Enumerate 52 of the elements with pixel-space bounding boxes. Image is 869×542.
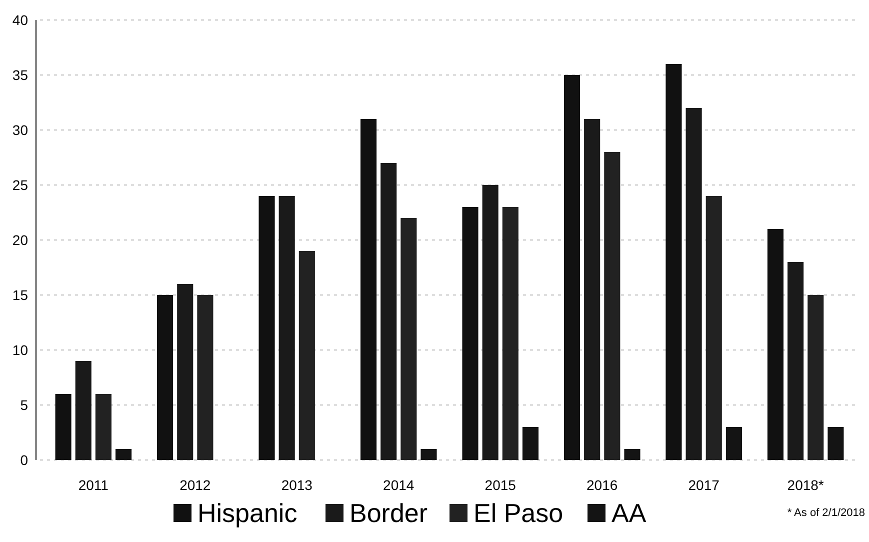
bar <box>522 427 539 460</box>
y-tick-label: 20 <box>12 232 28 248</box>
y-tick-label: 0 <box>20 452 28 468</box>
y-tick-label: 25 <box>12 176 28 193</box>
legend-label: Hispanic <box>198 498 298 528</box>
bar <box>482 185 498 460</box>
x-tick-label: 2011 <box>78 477 109 493</box>
x-tick-label: 2018* <box>787 477 824 493</box>
x-tick-label: 2012 <box>180 477 211 493</box>
y-tick-label: 35 <box>12 66 28 83</box>
bar <box>828 427 844 460</box>
bar <box>726 427 742 460</box>
bar <box>564 75 580 460</box>
bar <box>55 394 72 460</box>
x-tick-label: 2015 <box>484 477 516 493</box>
bar <box>624 449 640 460</box>
bar <box>706 196 722 460</box>
bar <box>604 152 620 460</box>
bar <box>197 295 214 460</box>
bar <box>298 251 315 460</box>
bar <box>767 229 784 460</box>
y-tick-label: 15 <box>12 286 28 303</box>
bar <box>360 119 377 460</box>
bar <box>258 196 275 460</box>
bar <box>380 163 397 460</box>
bar <box>666 64 682 460</box>
bar <box>116 449 132 460</box>
bar <box>808 295 824 460</box>
bar <box>278 196 295 460</box>
y-tick-label: 30 <box>12 122 28 138</box>
legend-label: Border <box>350 498 428 528</box>
x-tick-label: 2013 <box>281 477 313 493</box>
x-tick-label: 2017 <box>688 477 720 493</box>
bar <box>502 207 518 460</box>
bar <box>788 262 804 460</box>
y-tick-label: 5 <box>20 396 28 413</box>
x-tick-label: 2016 <box>586 477 618 493</box>
bar <box>584 119 600 460</box>
legend-label: El Paso <box>474 498 564 528</box>
bar <box>420 449 437 460</box>
legend-label: AA <box>612 498 647 528</box>
text: * As of 2/1/2018 <box>787 507 865 519</box>
bar <box>177 284 194 460</box>
bar <box>400 218 417 460</box>
bar <box>157 295 174 460</box>
bar <box>95 394 112 460</box>
y-tick-label: 40 <box>12 12 28 28</box>
bar <box>462 207 478 460</box>
bar <box>686 108 702 460</box>
x-tick-label: 2014 <box>383 477 414 493</box>
bar <box>75 361 92 460</box>
y-tick-label: 10 <box>12 342 28 358</box>
